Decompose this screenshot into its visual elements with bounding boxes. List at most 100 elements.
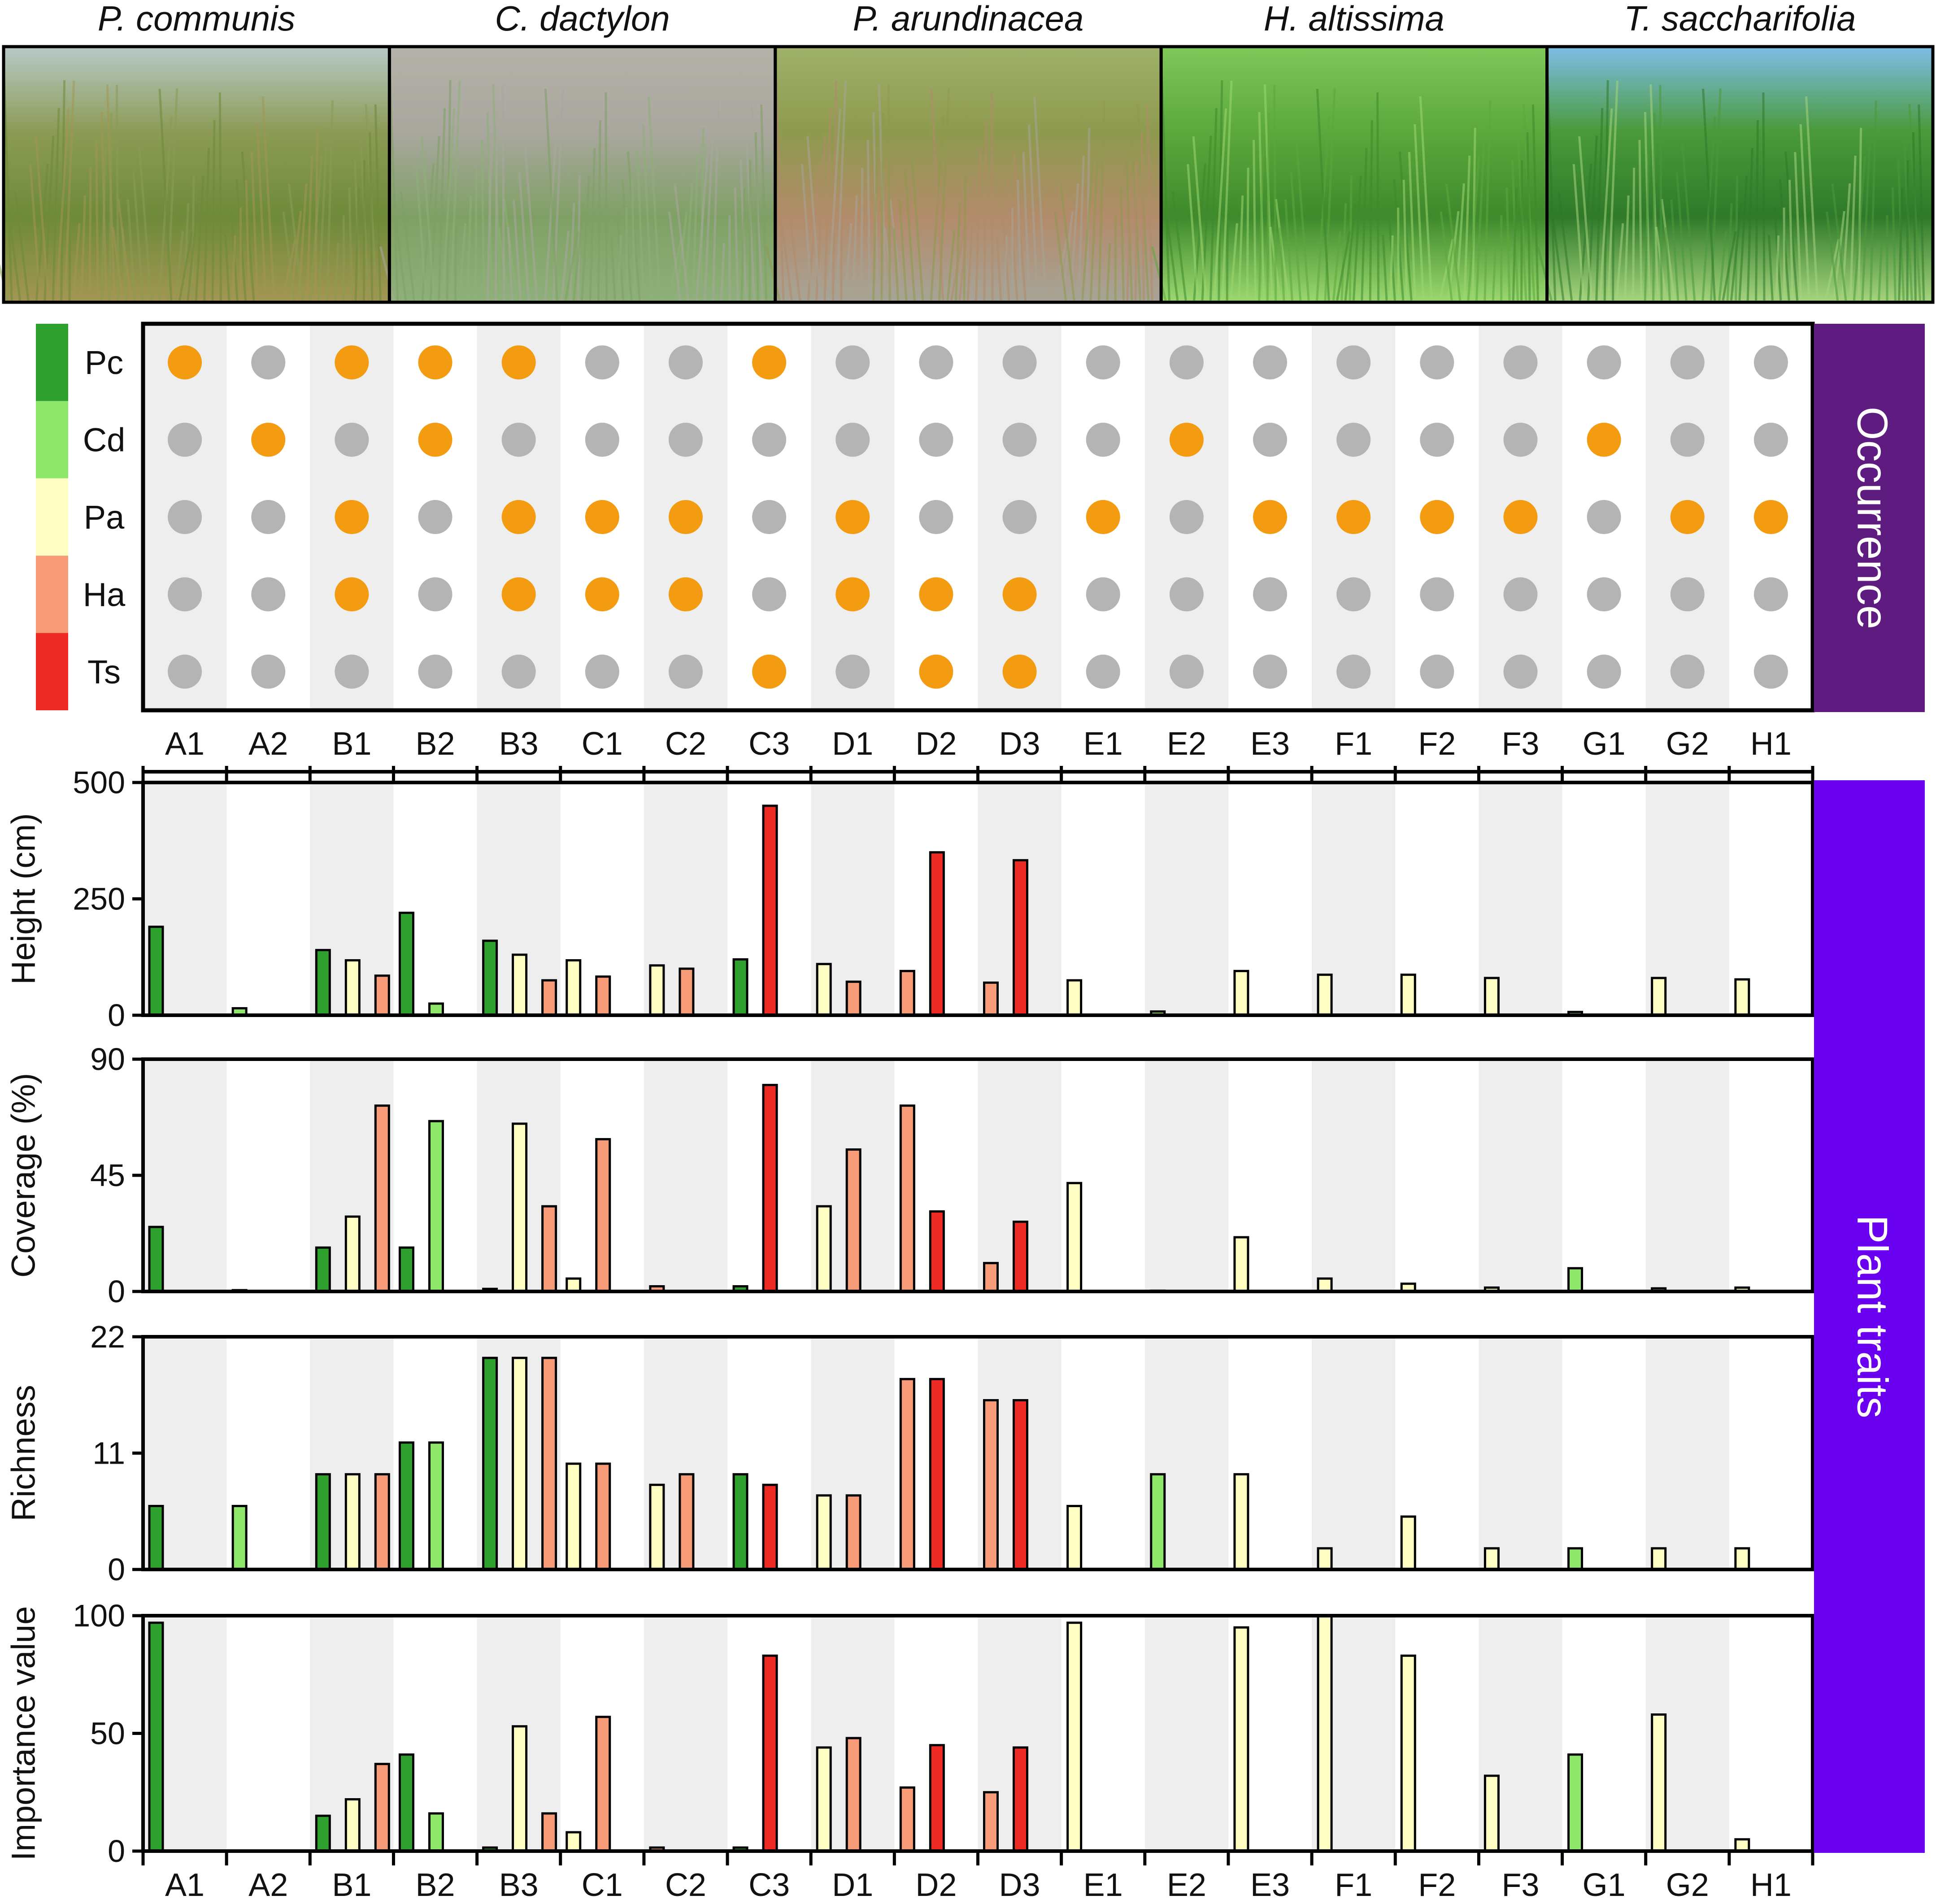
grass-blade	[1762, 92, 1766, 301]
grass-blade	[1675, 171, 1688, 301]
site-label-top: A2	[248, 726, 288, 762]
site-label-bottom: E3	[1250, 1867, 1290, 1903]
grass-blade	[1290, 171, 1302, 301]
column-shade	[1479, 1059, 1562, 1291]
grass-blade	[1077, 155, 1085, 301]
grass-blade	[1664, 227, 1671, 301]
occurrence-dot-absent	[585, 345, 619, 380]
occurrence-dot-present	[1169, 422, 1204, 457]
occurrence-dot-present	[418, 345, 452, 380]
grass-blade	[1670, 199, 1679, 301]
grass-blade	[494, 112, 498, 301]
grass-blade	[983, 120, 988, 301]
grass-blade	[765, 246, 781, 301]
occurrence-dot-absent	[585, 654, 619, 689]
grass-blade	[975, 148, 982, 301]
site-label-top: B3	[499, 726, 539, 762]
column-shade	[644, 1616, 728, 1851]
grass-blade	[1402, 179, 1408, 301]
grass-blade	[966, 175, 976, 301]
bar-ha	[899, 969, 915, 1017]
grass-blade	[674, 183, 690, 301]
grass-blade	[523, 143, 538, 301]
grass-blade	[1440, 211, 1453, 301]
grass-blade	[466, 195, 472, 301]
column-shade	[1645, 1337, 1729, 1569]
bar-cd	[1567, 1267, 1584, 1293]
site-label-bottom: F3	[1501, 1867, 1539, 1903]
grass-blade	[1340, 203, 1347, 301]
occurrence-dot-present	[418, 422, 452, 457]
site-label-bottom: C3	[748, 1867, 790, 1903]
grass-blade	[1775, 235, 1780, 301]
occurrence-dot-present	[585, 500, 619, 534]
grass-blade	[507, 227, 513, 301]
occurrence-dot-absent	[168, 577, 202, 612]
grass-blade	[1891, 187, 1897, 301]
grass-blade	[354, 187, 360, 301]
grass-blade	[1022, 152, 1031, 301]
occurrence-dot-absent	[1420, 577, 1454, 612]
grass-blade	[1166, 219, 1179, 301]
grass-blade	[1160, 76, 1170, 301]
occurrence-dot-absent	[251, 345, 286, 380]
bar-pa	[1484, 977, 1500, 1017]
bar-cd	[428, 1441, 444, 1571]
grass-blade	[1738, 175, 1748, 301]
occurrence-dot-absent	[835, 345, 870, 380]
bar-ts	[762, 1483, 778, 1571]
grass-blade	[1382, 235, 1388, 301]
occurrence-dot-absent	[1336, 654, 1371, 689]
grass-blade	[647, 96, 661, 301]
grass-blade	[256, 124, 267, 301]
occurrence-dot-absent	[1420, 422, 1454, 457]
occurrence-dot-absent	[668, 422, 703, 457]
y-tick-label: 100	[73, 1598, 125, 1633]
site-label-top: B1	[332, 726, 371, 762]
occurrence-dot-absent	[1503, 577, 1538, 612]
occurrence-dot-present	[335, 345, 369, 380]
site-label-top: D2	[915, 726, 957, 762]
bar-pa	[344, 1215, 361, 1293]
bar-pa	[816, 1746, 832, 1852]
grass-blade	[734, 187, 739, 301]
grass-blade	[14, 191, 30, 301]
bar-pa	[816, 963, 832, 1017]
grass-blade	[1414, 124, 1425, 301]
grass-blade	[138, 143, 152, 301]
trait-panel: 0 11 22 Richness	[5, 1319, 1814, 1587]
grass-blade	[1089, 128, 1100, 301]
bar-pa	[512, 1725, 528, 1852]
bar-ha	[595, 1716, 611, 1852]
bar-pc	[398, 1441, 414, 1571]
occurrence-dot-absent	[1253, 577, 1288, 612]
occurrence-dot-present	[919, 654, 953, 689]
occurrence-dot-absent	[752, 422, 787, 457]
bar-ha	[595, 1138, 611, 1293]
column-shade	[1645, 1059, 1729, 1291]
occurrence-dot-absent	[1753, 577, 1788, 612]
bar-pc	[148, 1226, 164, 1293]
bar-ts	[1013, 1399, 1028, 1571]
grass-blade	[704, 128, 714, 301]
occurrence-dot-absent	[1670, 577, 1705, 612]
bar-pa	[1484, 1547, 1500, 1571]
bar-pa	[1651, 1713, 1667, 1852]
bar-ha	[374, 1473, 390, 1571]
y-tick-label: 0	[108, 1274, 125, 1309]
grass-blade	[374, 104, 382, 301]
grass-blade	[581, 175, 591, 301]
grass-blade	[1632, 167, 1636, 301]
bar-pa	[566, 1831, 582, 1852]
grass-blade	[1558, 191, 1573, 301]
bar-pc	[398, 1753, 414, 1852]
grass-blade	[306, 155, 313, 301]
occurrence-dot-absent	[1503, 422, 1538, 457]
grass-blade	[1906, 160, 1909, 301]
grass-blade	[642, 124, 653, 301]
grass-blade	[1097, 100, 1105, 301]
grass-blade	[1826, 211, 1839, 301]
photo-panel: C. dactylon	[379, 0, 777, 304]
bar-cd	[1567, 1753, 1584, 1852]
bar-ts	[762, 1084, 778, 1293]
